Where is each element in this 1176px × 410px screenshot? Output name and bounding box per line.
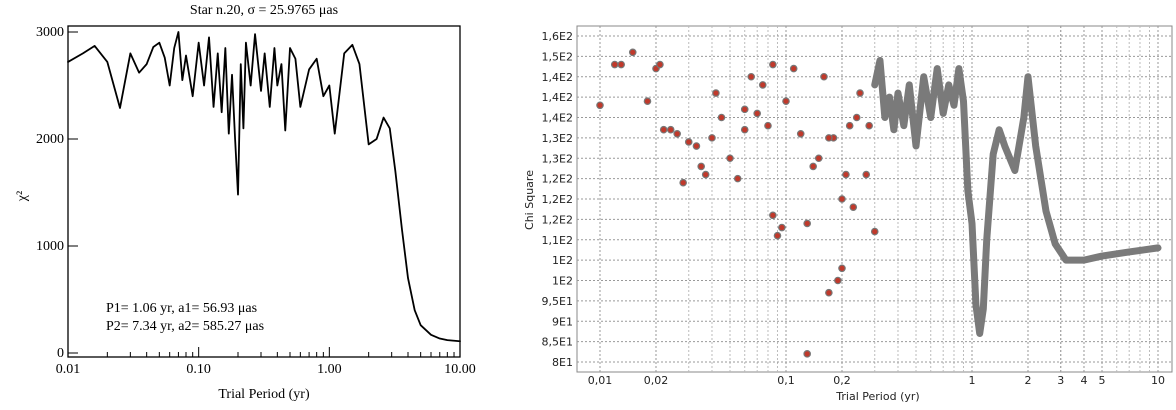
y-tick-label: 1000 [36,239,64,254]
scatter-point [747,72,756,81]
right-chart: Trial Period (yr) Chi Square 0,01 0,02 0,1… [523,25,1173,403]
x-tick-label: 0,2 [833,374,851,387]
x-tick-label: 0,02 [644,374,669,387]
data-line [67,31,461,343]
x-tick-label: 4 [1080,374,1087,387]
scatter-point [852,113,861,122]
scatter-point [842,170,850,179]
scatter-point [726,154,734,163]
scatter-point [673,130,681,138]
scatter-point [740,125,749,134]
annotation: P2= 7.34 yr, a2= 585.27 μas [106,319,264,334]
scatter-point [684,138,693,146]
x-tick-label: 2 [1024,374,1031,387]
data-line [871,56,1162,337]
scatter-point [769,211,777,220]
scatter-point [820,72,828,81]
scatter-point [610,60,619,69]
scatter-point [666,125,675,134]
x-axis-label: Trial Period (yr) [218,387,310,402]
scatter-point [865,121,873,130]
scatter-point [796,130,805,138]
scatter-point [701,170,710,179]
x-tick-label: 5 [1099,374,1106,387]
y-tick-label: 1E2 [552,275,573,288]
x-axis-label: Trial Period (yr) [835,390,919,403]
y-tick-label: 1,6E2 [542,30,573,43]
plot-frame [67,25,461,358]
scatter-point [834,276,842,285]
y-tick-label: 1,4E2 [542,91,573,104]
y-tick-label: 9E1 [552,315,573,328]
scatter-point [782,97,790,106]
x-tick-label: 0.01 [56,362,81,377]
scatter-point [628,48,637,57]
scatter-point [712,89,720,97]
scatter-point [849,203,858,211]
x-tick-label: 1.00 [317,362,342,377]
y-axis-label: Chi Square [523,170,536,230]
scatter-point [764,121,772,130]
scatter-point [753,109,761,118]
y-tick-label: 1,2E2 [542,173,573,186]
y-axis-label: χ² [15,191,30,202]
scatter-point [809,162,817,171]
y-tick-label: 1,3E2 [542,152,573,165]
annotation: P1= 1.06 yr, a1= 56.93 μas [106,301,257,316]
scatter-point [596,101,604,110]
x-tick-label: 10 [1151,374,1165,387]
scatter-point [679,178,687,187]
scatter-point [778,223,786,232]
scatter-point [773,231,782,240]
scatter-point [659,125,668,134]
y-tick-label: 1,2E2 [542,193,573,206]
scatter-point [838,264,846,273]
scatter-point [838,195,846,203]
x-tick-label: 10.00 [444,362,476,377]
left-chart: Star n.20, σ = 25.9765 μas Trial Period … [15,3,476,402]
y-tick-label: 1,2E2 [542,213,573,226]
x-tick-label: 0.10 [186,362,211,377]
y-tick-label: 1E2 [552,254,573,267]
x-tick-label: 3 [1057,374,1064,387]
y-tick-label: 1,1E2 [542,234,573,247]
scatter-point [814,154,823,163]
scatter-point [717,113,726,122]
scatter-point [617,60,625,69]
x-tick-label: 0,01 [588,374,613,387]
scatter-point [708,134,716,142]
scatter-point [856,89,864,97]
scatter-point [862,170,871,179]
x-tick-label: 1 [969,374,976,387]
scatter-point [825,134,833,142]
y-tick-label: 8,5E1 [542,336,573,349]
scatter-point [758,81,767,89]
scatter-point [697,162,705,171]
y-tick-label: 0 [57,346,64,361]
y-tick-label: 9,5E1 [542,295,573,308]
y-tick-label: 1,5E2 [542,50,573,63]
scatter-point [740,105,749,114]
y-tick-label: 1,4E2 [542,112,573,125]
scatter-point [803,219,811,228]
scatter-point [769,60,777,69]
y-tick-label: 1,3E2 [542,132,573,145]
y-tick-label: 3000 [36,25,64,40]
scatter-point [803,350,811,358]
scatter-point [692,142,701,150]
scatter-point [643,97,652,106]
y-tick-label: 1,4E2 [542,71,573,84]
y-tick-label: 2000 [36,132,64,147]
scatter-point [825,288,833,297]
y-tick-label: 8E1 [552,356,573,369]
scatter-point [789,64,798,73]
chart-title: Star n.20, σ = 25.9765 μas [190,3,338,18]
scatter-point [733,174,742,183]
scatter-point [845,121,854,130]
x-tick-label: 0,1 [777,374,795,387]
scatter-point [870,227,879,236]
scatter-point [656,60,664,69]
